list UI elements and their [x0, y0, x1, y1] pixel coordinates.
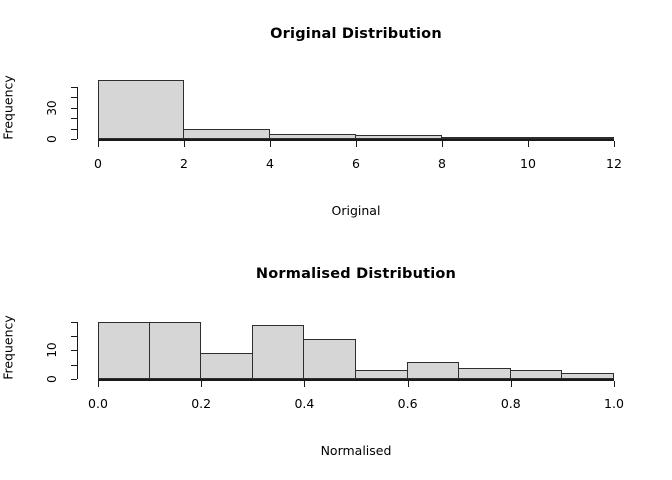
y-tick-label: 0 [45, 135, 59, 143]
y-tick-label: 30 [45, 99, 59, 116]
x-tick [407, 381, 409, 387]
histogram-bar [269, 133, 356, 139]
y-tick [71, 350, 77, 352]
x-axis-title: Normalised [320, 443, 392, 458]
x-tick [614, 381, 615, 387]
normalised-histogram-panel: Normalised Distribution Frequency 0 10 0.… [0, 240, 672, 480]
y-tick [71, 139, 77, 140]
x-tick-label: 8 [438, 156, 446, 171]
x-tick-label: 2 [180, 156, 188, 171]
y-tick [71, 128, 77, 130]
x-tick [510, 381, 512, 387]
histogram-bar [183, 128, 270, 139]
y-tick [71, 107, 77, 109]
y-axis-title: Frequency [0, 315, 16, 380]
histogram-bar [98, 321, 150, 379]
x-tick [356, 141, 357, 147]
histogram-bar [148, 321, 202, 379]
x-tick [442, 141, 443, 147]
plot-area [98, 76, 614, 141]
histogram-bar [561, 373, 614, 379]
histogram-bar [527, 137, 614, 139]
histogram-bar [98, 80, 184, 139]
plot-area [98, 316, 614, 381]
x-tick-label: 0.0 [88, 396, 108, 411]
y-tick-label: 0 [45, 375, 59, 383]
x-tick-label: 4 [266, 156, 274, 171]
x-tick-label: 1.0 [604, 396, 624, 411]
histogram-bar [303, 338, 356, 379]
y-axis-title: Frequency [0, 75, 16, 140]
histogram-bar [509, 370, 563, 379]
x-tick-label: 0.4 [294, 396, 315, 411]
y-axis-line [77, 86, 78, 139]
x-tick [614, 141, 615, 147]
y-tick [71, 336, 77, 338]
x-tick [98, 141, 99, 147]
y-tick-label: 10 [45, 342, 59, 358]
x-tick [98, 381, 99, 387]
histogram-bar [355, 370, 408, 379]
histogram-bar [355, 134, 442, 139]
y-tick [71, 86, 77, 88]
y-tick [71, 379, 77, 380]
histogram-bar [458, 367, 511, 379]
x-tick [304, 381, 306, 387]
x-tick-label: 10 [520, 156, 536, 171]
chart-title: Normalised Distribution [255, 266, 457, 282]
x-tick [201, 381, 203, 387]
original-histogram-panel: Original Distribution Frequency 0 30 0 2 4 6… [0, 26, 622, 218]
y-tick [71, 97, 77, 98]
x-tick-label: 6 [352, 156, 360, 171]
x-tick [184, 141, 185, 147]
y-tick [71, 364, 77, 366]
x-tick-label: 0.2 [191, 396, 212, 411]
x-tick [270, 141, 271, 147]
x-tick [528, 141, 529, 147]
x-tick-label: 0.8 [500, 396, 521, 411]
x-tick-label: 0 [94, 156, 102, 171]
y-tick [71, 118, 77, 119]
x-tick-label: 12 [606, 156, 622, 171]
histogram-bar [441, 136, 528, 139]
y-tick [71, 321, 77, 323]
x-tick-label: 0.6 [397, 396, 418, 411]
histogram-bar [251, 324, 305, 379]
chart-title: Original Distribution [270, 26, 442, 42]
histogram-bar [200, 353, 253, 379]
x-axis-title: Original [331, 203, 381, 218]
y-axis-line [77, 321, 78, 379]
histogram-bar [406, 361, 460, 379]
